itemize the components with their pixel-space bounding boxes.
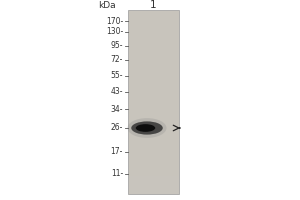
Bar — [128, 111, 178, 120]
Bar — [128, 74, 178, 84]
Text: kDa: kDa — [98, 0, 116, 9]
Bar — [128, 38, 178, 47]
Bar — [128, 10, 178, 19]
Text: 11-: 11- — [111, 170, 123, 178]
Text: 43-: 43- — [110, 88, 123, 97]
Bar — [128, 139, 178, 148]
Text: 17-: 17- — [111, 148, 123, 156]
Text: 26-: 26- — [111, 123, 123, 132]
Bar — [128, 102, 178, 111]
Bar — [128, 10, 178, 194]
Bar — [128, 47, 178, 56]
Text: 55-: 55- — [110, 72, 123, 80]
Bar — [128, 93, 178, 102]
Bar — [128, 176, 178, 185]
Bar — [128, 19, 178, 28]
Bar — [128, 56, 178, 65]
Ellipse shape — [131, 121, 163, 135]
Bar — [128, 120, 178, 130]
Bar — [128, 157, 178, 166]
Text: 34-: 34- — [110, 104, 123, 114]
Bar — [128, 166, 178, 176]
Text: 72-: 72- — [111, 55, 123, 64]
Bar — [128, 148, 178, 157]
Ellipse shape — [128, 118, 167, 138]
Text: 130-: 130- — [106, 27, 123, 36]
Bar — [128, 130, 178, 139]
Text: 1: 1 — [150, 0, 156, 10]
Text: 95-: 95- — [110, 42, 123, 50]
Bar — [128, 185, 178, 194]
Bar — [128, 84, 178, 93]
Bar — [128, 28, 178, 38]
Text: 170-: 170- — [106, 17, 123, 25]
Ellipse shape — [136, 124, 155, 132]
Bar — [128, 65, 178, 74]
